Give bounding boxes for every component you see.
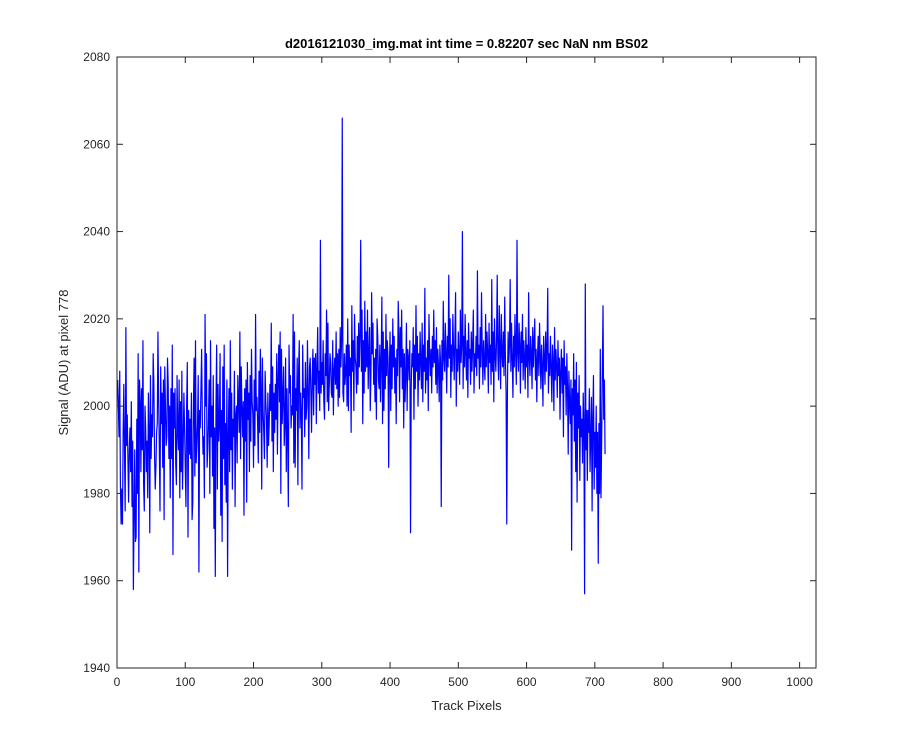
x-tick-label: 700: [585, 675, 605, 689]
chart-title: d2016121030_img.mat int time = 0.82207 s…: [285, 36, 648, 51]
y-axis: 1940 1960 1980 2000 2020 2040 2060 2080: [83, 50, 816, 675]
x-tick-label: 1000: [786, 675, 813, 689]
y-axis-label: Signal (ADU) at pixel 778: [56, 290, 71, 436]
plot-frame: [116, 56, 817, 669]
series-line-0: [117, 117, 606, 595]
y-tick-label: 1940: [83, 661, 110, 675]
y-tick-label: 1960: [83, 574, 110, 588]
x-tick-label: 600: [517, 675, 537, 689]
y-tick-label: 2000: [83, 399, 110, 413]
y-tick-label: 2020: [83, 312, 110, 326]
x-tick-label: 100: [175, 675, 195, 689]
x-tick-label: 0: [114, 675, 121, 689]
x-axis: 0 100 200 300 400 500 600 700 800 900 1000: [114, 57, 813, 689]
series-layer: [117, 117, 606, 595]
x-tick-label: 300: [312, 675, 332, 689]
x-axis-label: Track Pixels: [431, 698, 502, 713]
x-tick-label: 500: [448, 675, 468, 689]
y-tick-label: 2040: [83, 225, 110, 239]
y-tick-label: 2060: [83, 137, 110, 151]
y-tick-label: 2080: [83, 50, 110, 64]
x-tick-label: 200: [244, 675, 264, 689]
x-tick-label: 900: [721, 675, 741, 689]
x-tick-label: 800: [653, 675, 673, 689]
x-tick-label: 400: [380, 675, 400, 689]
y-tick-label: 1980: [83, 486, 110, 500]
